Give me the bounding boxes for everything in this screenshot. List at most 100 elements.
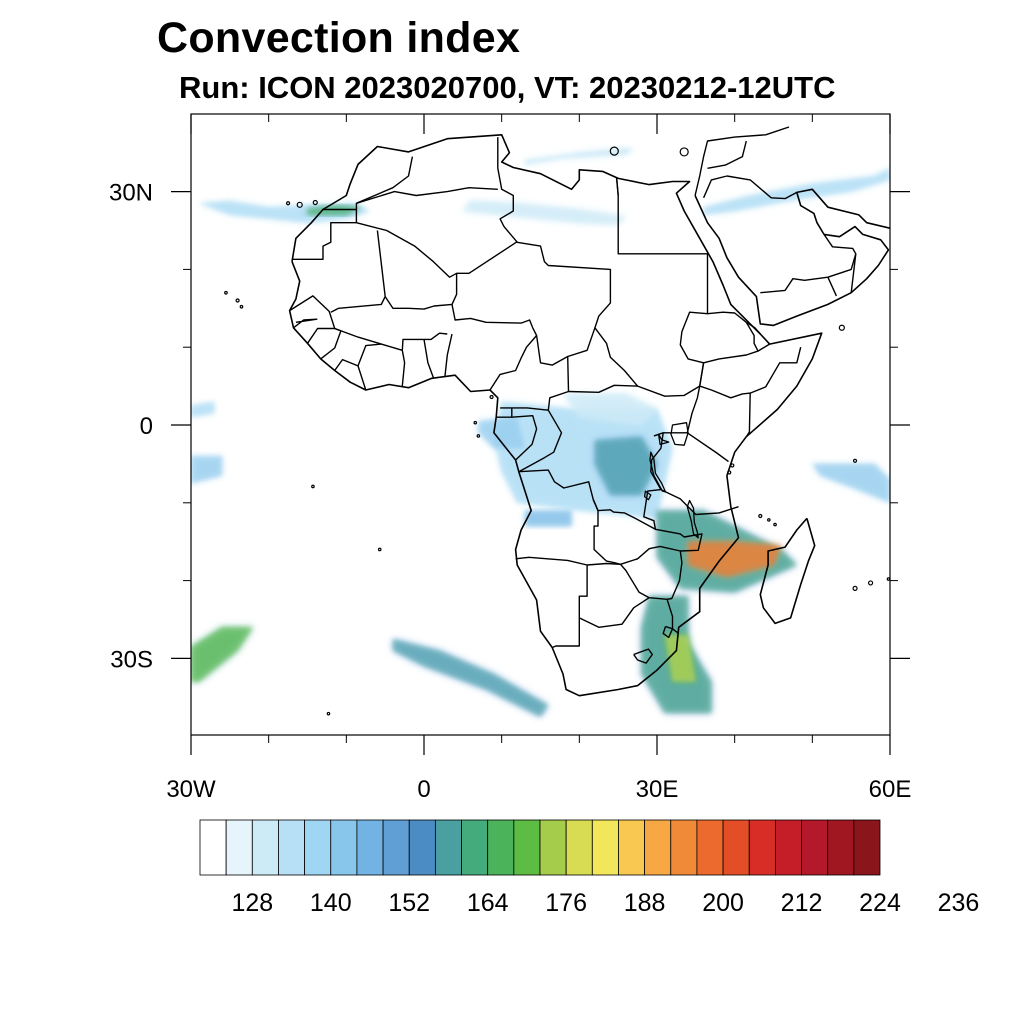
island xyxy=(767,518,771,522)
lat-tick-label: 30N xyxy=(109,180,153,207)
country-border xyxy=(423,339,434,378)
country-border xyxy=(660,488,739,516)
lon-tick-label: 60E xyxy=(869,776,912,803)
island xyxy=(609,146,619,156)
country-border xyxy=(707,140,747,169)
colorbar-label: 164 xyxy=(467,889,509,917)
island xyxy=(235,298,240,303)
colorbar-cell xyxy=(696,819,724,876)
country-border xyxy=(306,327,342,360)
island xyxy=(489,394,494,400)
lat-tick-label: 0 xyxy=(140,413,153,440)
lake-outline xyxy=(643,490,652,501)
island xyxy=(730,463,735,468)
colorbar-cell xyxy=(382,819,410,876)
axis-ticks: 30W 0 30E 60E 30N 0 30S xyxy=(109,114,911,803)
country-border xyxy=(497,137,518,243)
country-border xyxy=(592,499,681,565)
geography-layer xyxy=(224,126,890,787)
country-border xyxy=(694,126,790,196)
colorbar-cell xyxy=(461,819,489,876)
country-border xyxy=(489,335,538,391)
colorbar-cell xyxy=(670,819,698,876)
island xyxy=(326,711,331,716)
colorbar-cell xyxy=(513,819,541,876)
madagascar-coastline xyxy=(759,517,816,625)
country-border xyxy=(515,556,588,649)
country-border xyxy=(703,343,770,364)
island xyxy=(852,458,858,463)
colorbar-label: 212 xyxy=(781,889,823,917)
country-border xyxy=(578,597,650,628)
lake-outline xyxy=(649,451,667,493)
colorbar-cell xyxy=(644,819,672,876)
convection-core xyxy=(462,200,626,225)
country-border xyxy=(334,358,359,371)
island xyxy=(838,324,845,331)
country-border xyxy=(663,432,729,463)
country-border xyxy=(850,253,857,293)
colorbar-cell xyxy=(539,819,567,876)
island xyxy=(296,201,303,208)
country-border xyxy=(823,234,857,278)
colorbar-cell xyxy=(408,819,436,876)
colorbar-cell xyxy=(225,819,253,876)
country-border xyxy=(745,321,759,352)
country-border xyxy=(568,384,638,393)
colorbar-cell xyxy=(434,819,462,876)
country-border xyxy=(511,415,538,461)
colorbar-cell xyxy=(618,819,646,876)
island xyxy=(727,470,732,475)
convection-core xyxy=(688,541,782,577)
chart-title: Convection index xyxy=(157,14,521,62)
island xyxy=(377,547,382,552)
island xyxy=(825,785,827,787)
country-border xyxy=(401,350,406,387)
convection-core xyxy=(392,639,549,717)
lon-tick-label: 30W xyxy=(166,776,216,803)
colorbar-cell xyxy=(565,819,593,876)
country-border xyxy=(633,648,653,664)
country-border xyxy=(518,409,563,473)
country-border xyxy=(355,177,709,397)
convection-core xyxy=(191,401,215,418)
country-border xyxy=(702,175,728,199)
country-border xyxy=(726,175,798,200)
convection-core xyxy=(478,417,525,449)
colorbar-cell xyxy=(304,819,332,876)
country-border xyxy=(292,221,357,260)
colorbar-cell xyxy=(278,819,306,876)
colorbar-label: 128 xyxy=(231,889,273,917)
colorbar-label: 200 xyxy=(702,889,744,917)
colorbar-label: 224 xyxy=(859,889,901,917)
convection-core xyxy=(191,627,254,682)
colorbar-cell xyxy=(774,819,802,876)
lon-tick-label: 30E xyxy=(636,776,679,803)
island xyxy=(312,199,318,206)
lake-outline xyxy=(686,499,699,539)
country-border xyxy=(655,528,703,600)
lat-tick-label: 30S xyxy=(110,646,153,673)
colorbar-cell xyxy=(330,819,358,876)
country-border xyxy=(615,177,619,196)
colorbar-cell xyxy=(722,819,750,876)
convection-core xyxy=(191,456,223,484)
convection-core xyxy=(525,510,572,527)
lon-tick-label: 0 xyxy=(417,776,430,803)
colorbar-label: 152 xyxy=(388,889,430,917)
country-border xyxy=(330,230,386,313)
country-border xyxy=(749,347,802,394)
colorbar-cell xyxy=(591,819,619,876)
country-border xyxy=(444,333,453,377)
colorbar-cell xyxy=(801,819,829,876)
island xyxy=(311,484,315,489)
colorbar-cell xyxy=(487,819,515,876)
colorbar-cell xyxy=(199,819,227,876)
country-border xyxy=(293,318,318,329)
colorbar-cell xyxy=(356,819,384,876)
country-border xyxy=(827,276,838,297)
convection-core xyxy=(563,393,657,425)
island xyxy=(773,522,777,527)
island xyxy=(852,585,858,591)
